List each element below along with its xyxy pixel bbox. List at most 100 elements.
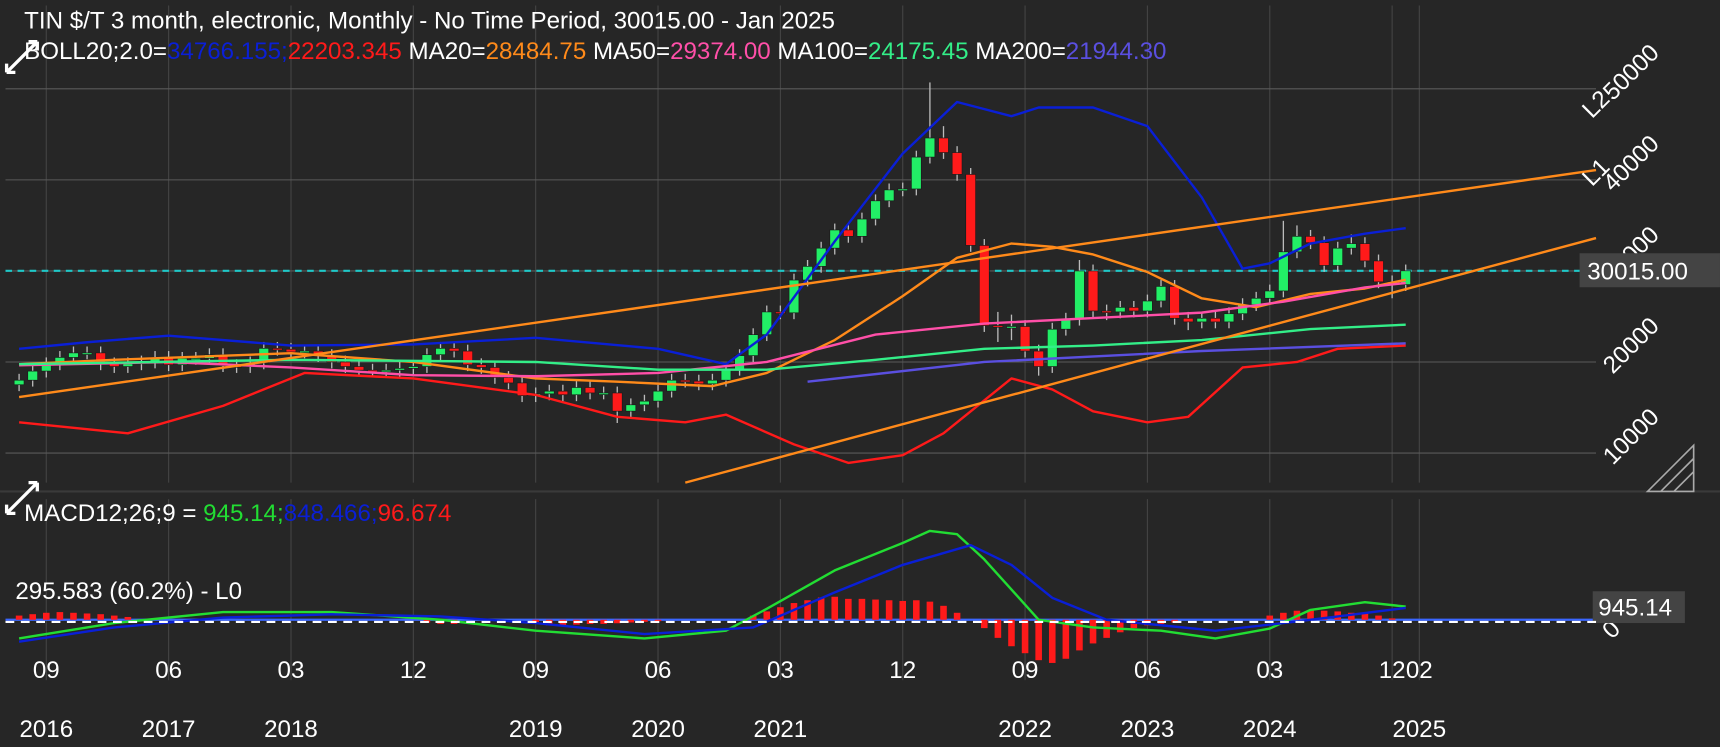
- candle-body: [720, 368, 732, 381]
- x-tick-year: 2024: [1243, 716, 1297, 743]
- histogram-bar: [1035, 619, 1042, 661]
- candle-body: [1400, 270, 1411, 285]
- candle-body: [1223, 313, 1235, 323]
- x-tick-year: 2022: [998, 716, 1052, 743]
- histogram-bar: [749, 615, 757, 620]
- candle-body: [870, 200, 881, 220]
- histogram-bar: [613, 619, 621, 624]
- legend-entry: 24175.45: [868, 38, 969, 65]
- candle-body: [394, 368, 406, 371]
- x-tick-label: 03: [767, 657, 794, 684]
- candle-body: [1019, 326, 1031, 352]
- histogram-bar: [641, 619, 648, 622]
- candle-body: [1291, 235, 1303, 253]
- histogram-bar: [804, 600, 811, 620]
- candle-body: [611, 392, 623, 412]
- legend-entry: ;: [281, 38, 288, 65]
- candle-body: [652, 390, 664, 402]
- histogram-bar: [600, 619, 607, 624]
- indicator-line: [18, 344, 1406, 465]
- legend-entry: MA50=: [586, 38, 670, 65]
- candle-body: [462, 350, 473, 366]
- candle-body: [1128, 307, 1140, 312]
- candle-body: [448, 347, 460, 352]
- candle-body: [598, 392, 609, 395]
- histogram-bar: [1130, 619, 1138, 629]
- candle-body: [815, 247, 827, 267]
- candle-body: [924, 137, 936, 158]
- legend: BOLL20;2.0=34766.155;22203.345 MA20=2848…: [24, 38, 1166, 65]
- legend-entry: 21944.30: [1066, 38, 1167, 65]
- expand-icon[interactable]: [4, 480, 39, 516]
- candle-body: [1346, 243, 1357, 249]
- chart-title: TIN $/T 3 month, electronic, Monthly - N…: [24, 8, 835, 35]
- histogram-bar: [1021, 619, 1029, 654]
- candle-body: [1278, 251, 1289, 292]
- legend-entry: 22203.345: [288, 38, 402, 65]
- histogram-bar: [1089, 619, 1097, 644]
- legend-entry: MACD12;26;9 =: [24, 500, 203, 527]
- plot-layer: [5, 82, 1597, 663]
- histogram-bar: [1388, 618, 1396, 620]
- candle-body: [380, 369, 392, 373]
- x-tick-label: 06: [1134, 657, 1161, 684]
- candle-body: [625, 404, 637, 412]
- candle-body: [557, 390, 569, 396]
- indicator-line: [19, 281, 1406, 378]
- candle-body: [639, 400, 650, 406]
- x-tick-year: 2017: [142, 716, 196, 743]
- legend-entry: 34766.155: [167, 38, 281, 65]
- macd-annotation: 295.583 (60.2%) - L0: [15, 578, 242, 605]
- candle-body: [68, 352, 79, 358]
- resize-handle[interactable]: [1645, 443, 1695, 493]
- legend-entry: MA200=: [969, 38, 1066, 65]
- candle-body: [965, 174, 976, 246]
- histogram-bar: [654, 619, 662, 622]
- candle-body: [122, 363, 134, 367]
- histogram-bar: [1008, 619, 1015, 647]
- histogram-bar: [1062, 619, 1070, 659]
- histogram-bar: [627, 619, 635, 623]
- candle-body: [476, 364, 487, 368]
- candle-body: [1114, 307, 1126, 313]
- grid-layer: [5, 5, 1597, 681]
- histogram-bar: [29, 614, 36, 620]
- x-tick-label: 02: [1406, 657, 1433, 684]
- trend-line: [18, 168, 1597, 399]
- histogram-bar: [1348, 612, 1355, 620]
- histogram-bar: [994, 619, 1002, 638]
- x-tick-label: 09: [1012, 657, 1039, 684]
- histogram-bar: [1320, 610, 1328, 620]
- histogram-bar: [790, 603, 798, 620]
- histogram-bar: [110, 615, 118, 620]
- x-tick-label: 12: [400, 657, 427, 684]
- histogram-bar: [15, 615, 23, 620]
- expand-icon[interactable]: [4, 40, 39, 75]
- candle-body: [1196, 317, 1208, 323]
- candle-body: [979, 245, 990, 326]
- candle-body: [897, 188, 908, 191]
- histogram-bar: [1266, 615, 1274, 620]
- candle-body: [190, 358, 202, 361]
- x-tick-year: 2019: [509, 716, 563, 743]
- candle-body: [1087, 270, 1099, 312]
- candle-body: [1373, 260, 1384, 283]
- histogram-bar: [845, 598, 852, 620]
- price-box: [1579, 253, 1720, 288]
- candle-body: [693, 380, 705, 385]
- x-tick-label: 12: [889, 657, 916, 684]
- x-tick-label: 03: [1256, 657, 1283, 684]
- candle-body: [775, 311, 786, 314]
- legend-entry: 28484.75: [486, 38, 587, 65]
- indicator-line: [807, 342, 1406, 383]
- histogram-bar: [56, 612, 64, 620]
- candle-body: [843, 229, 854, 237]
- candle-body: [285, 348, 297, 353]
- legend-entry: 945.14: [203, 500, 277, 527]
- candle-body: [829, 229, 841, 249]
- macd-value-label: 945.14: [1598, 594, 1672, 621]
- histogram-bar: [885, 600, 893, 620]
- histogram-bar: [1375, 615, 1382, 620]
- candle-body: [1142, 300, 1153, 312]
- candle-body: [1210, 317, 1221, 323]
